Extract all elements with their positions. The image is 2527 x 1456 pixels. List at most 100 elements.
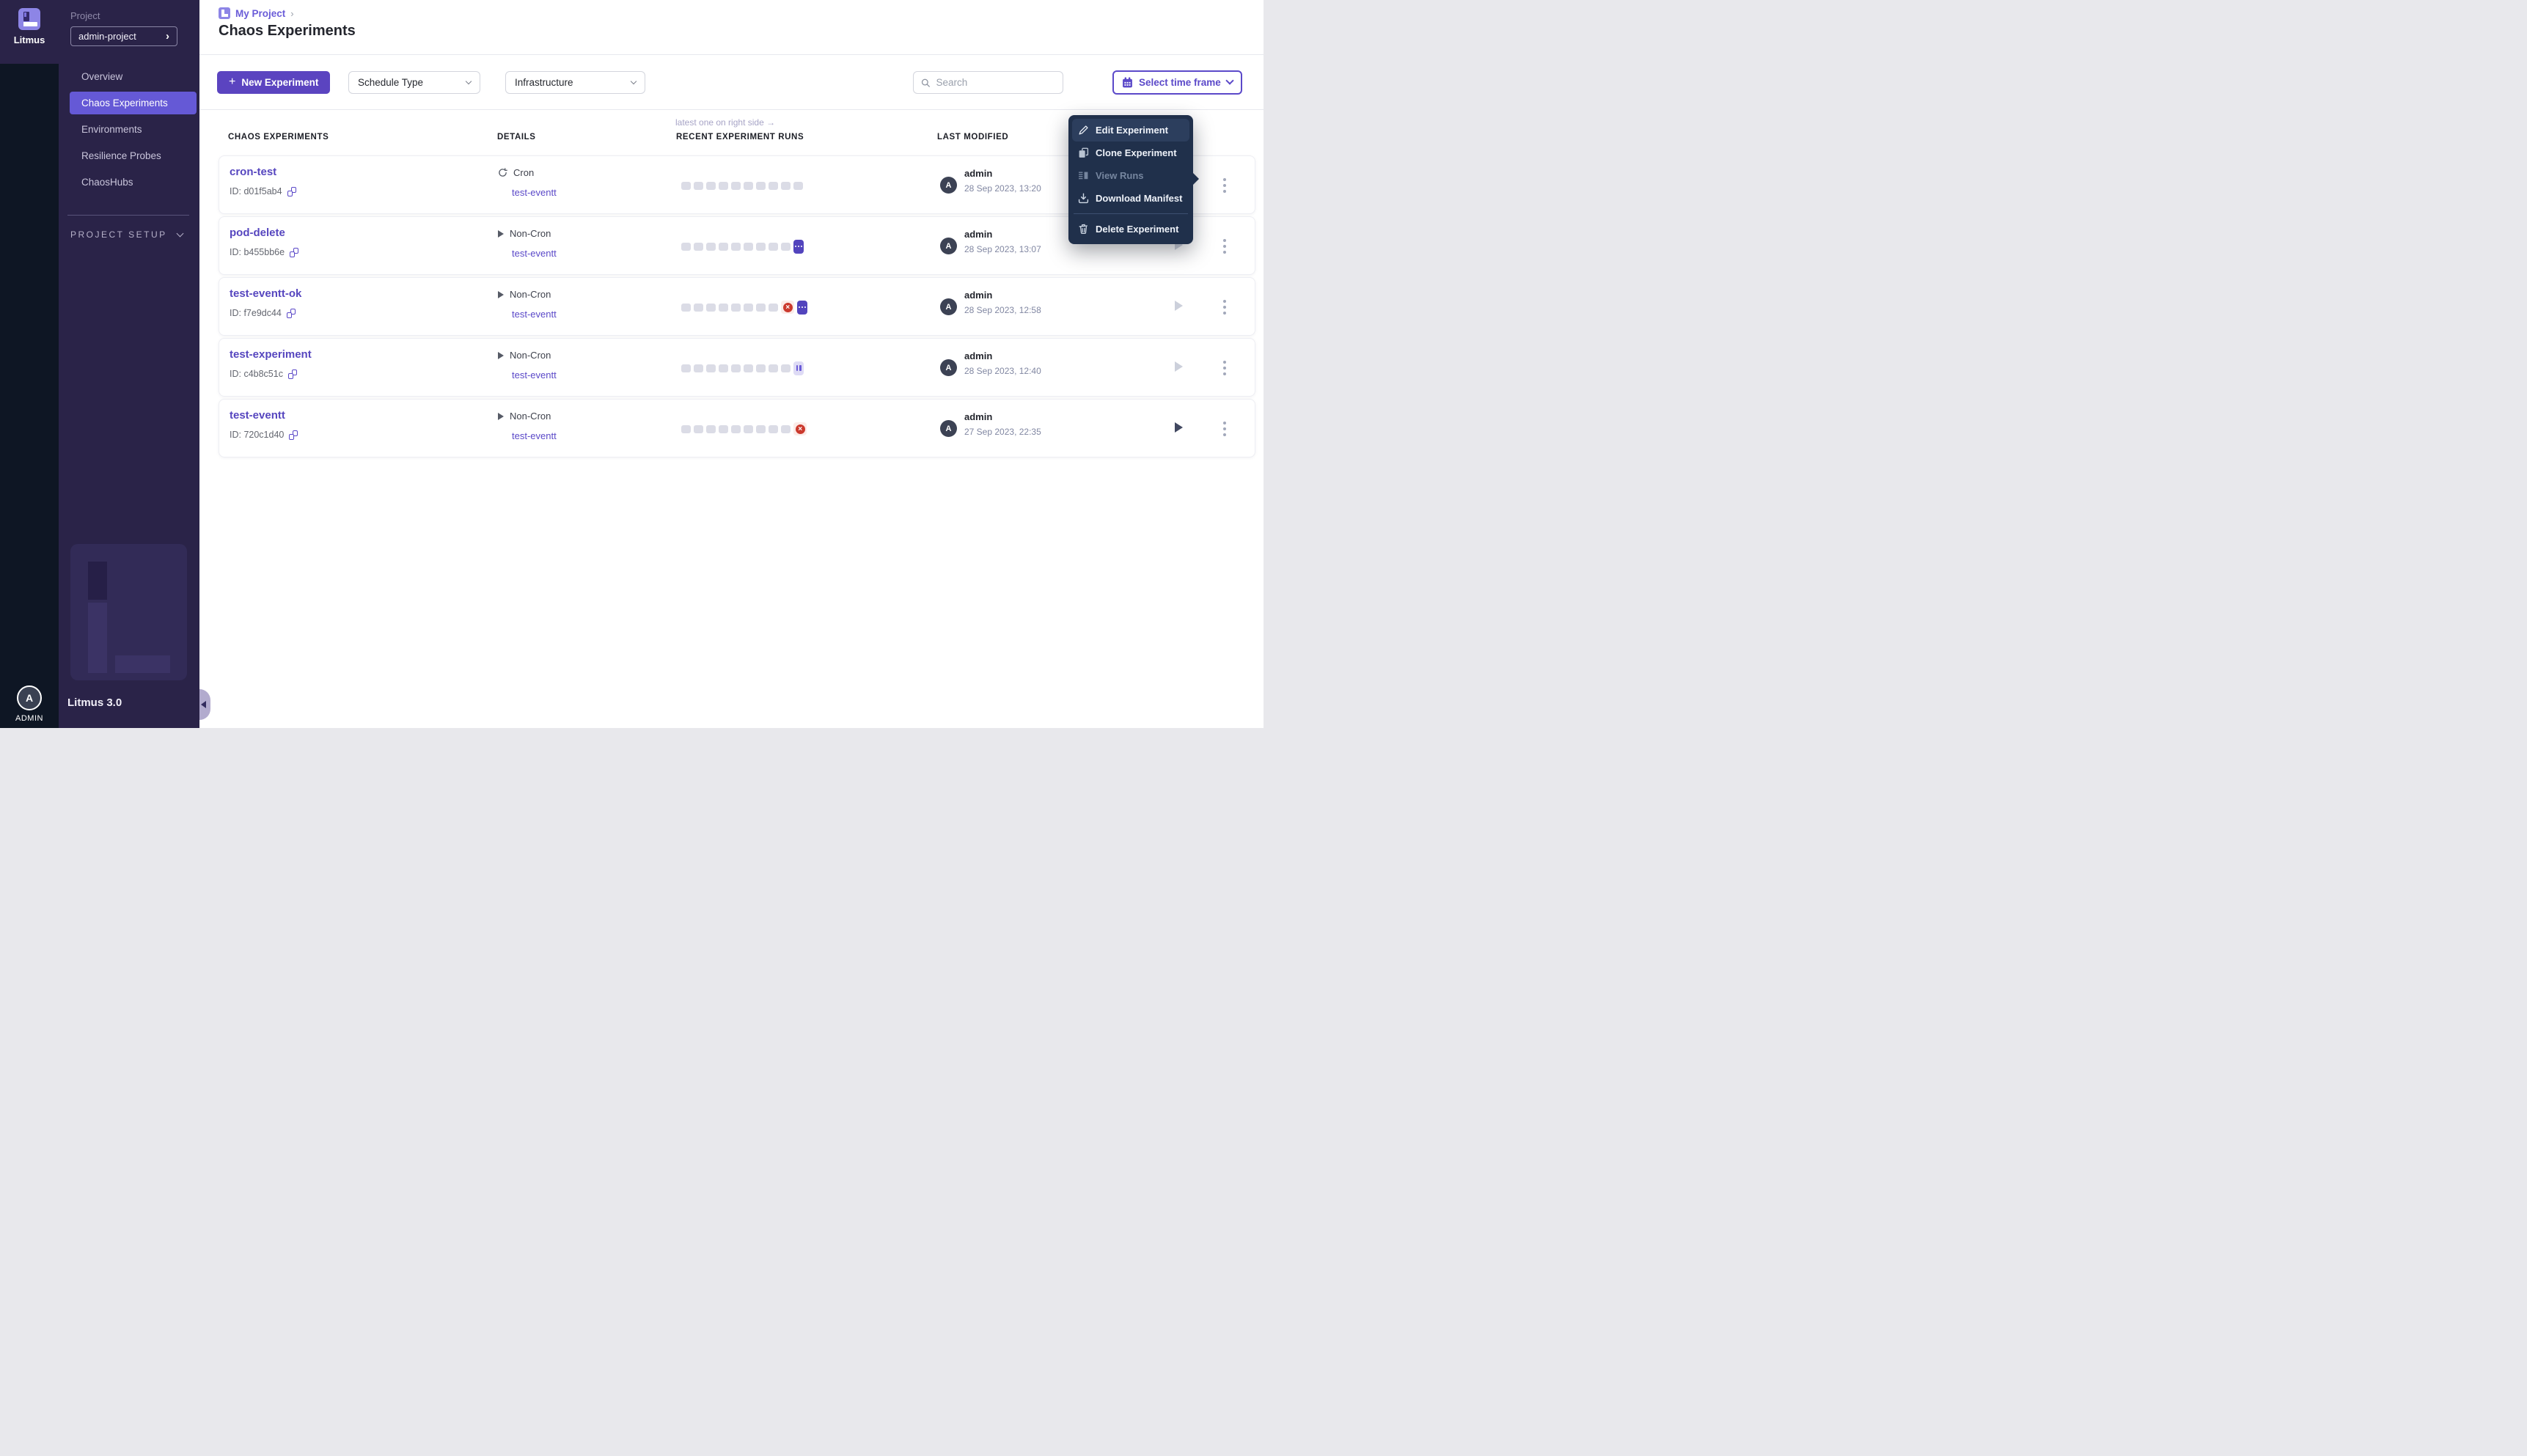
infrastructure-link[interactable]: test-eventt — [512, 187, 557, 198]
run-pill-empty[interactable] — [744, 303, 753, 312]
run-pill-empty[interactable] — [744, 364, 753, 372]
menu-item-clone-experiment[interactable]: Clone Experiment — [1072, 141, 1189, 164]
project-selector[interactable]: admin-project › — [70, 26, 177, 46]
run-pill-empty[interactable] — [719, 242, 728, 251]
run-pill-empty[interactable] — [731, 181, 741, 190]
run-pill-empty[interactable] — [756, 242, 766, 251]
run-pill-empty[interactable] — [681, 181, 691, 190]
run-pill-empty[interactable] — [706, 181, 716, 190]
sidebar-item-chaos-experiments[interactable]: Chaos Experiments — [70, 92, 197, 114]
infrastructure-link[interactable]: test-eventt — [512, 248, 557, 259]
run-pill-empty[interactable] — [781, 242, 791, 251]
run-pill-empty[interactable] — [781, 181, 791, 190]
row-menu-button[interactable] — [1221, 176, 1228, 195]
experiment-name-link[interactable]: test-eventt-ok — [230, 287, 302, 300]
run-pill-empty[interactable] — [731, 424, 741, 433]
run-pill-empty[interactable] — [694, 364, 703, 372]
menu-item-view-runs[interactable]: View Runs — [1072, 164, 1189, 187]
non-cron-icon — [498, 229, 504, 238]
run-pill-empty[interactable] — [681, 303, 691, 312]
infrastructure-select[interactable]: Infrastructure — [505, 71, 645, 94]
row-menu-button[interactable] — [1221, 298, 1228, 317]
run-pill-empty[interactable] — [769, 181, 778, 190]
run-pill-empty[interactable] — [731, 303, 741, 312]
search-box[interactable] — [913, 71, 1063, 94]
run-experiment-button[interactable] — [1175, 301, 1183, 311]
menu-item-edit-experiment[interactable]: Edit Experiment — [1072, 119, 1189, 141]
infrastructure-link[interactable]: test-eventt — [512, 309, 557, 320]
row-menu-button[interactable] — [1221, 237, 1228, 256]
breadcrumb-my-project[interactable]: My Project — [235, 7, 286, 19]
infrastructure-link[interactable]: test-eventt — [512, 369, 557, 380]
run-pill-empty[interactable] — [744, 242, 753, 251]
run-pill-empty[interactable] — [681, 364, 691, 372]
run-pill-failed[interactable]: × — [781, 301, 794, 314]
sidebar-item-resilience-probes[interactable]: Resilience Probes — [81, 150, 161, 161]
run-pill-failed[interactable]: × — [793, 422, 807, 435]
copy-icon[interactable] — [290, 247, 299, 257]
run-pill-empty[interactable] — [719, 181, 728, 190]
run-pill-empty[interactable] — [719, 303, 728, 312]
sidebar-item-overview[interactable]: Overview — [81, 71, 123, 82]
run-pill-empty[interactable] — [694, 303, 703, 312]
schedule-type-select[interactable]: Schedule Type — [348, 71, 480, 94]
run-experiment-button[interactable] — [1175, 361, 1183, 372]
menu-item-delete-experiment[interactable]: Delete Experiment — [1072, 218, 1189, 240]
run-pill-empty[interactable] — [706, 242, 716, 251]
brand-block[interactable]: Litmus — [0, 0, 59, 64]
run-pill-empty[interactable] — [681, 242, 691, 251]
run-pill-empty[interactable] — [769, 364, 778, 372]
run-pill-empty[interactable] — [756, 303, 766, 312]
infrastructure-link[interactable]: test-eventt — [512, 430, 557, 441]
run-pill-empty[interactable] — [681, 424, 691, 433]
run-pill-empty[interactable] — [694, 181, 703, 190]
run-pill-empty[interactable] — [744, 424, 753, 433]
run-pill-empty[interactable] — [694, 424, 703, 433]
experiment-name-link[interactable]: pod-delete — [230, 227, 285, 239]
run-pill-empty[interactable] — [694, 242, 703, 251]
run-pill-empty[interactable] — [781, 424, 791, 433]
trash-icon — [1079, 224, 1088, 235]
copy-icon[interactable] — [289, 430, 298, 440]
run-experiment-button[interactable] — [1175, 240, 1183, 250]
run-experiment-button[interactable] — [1175, 422, 1183, 433]
run-pill-empty[interactable] — [769, 303, 778, 312]
sidebar-collapse-handle[interactable] — [199, 689, 210, 720]
sidebar-item-chaoshubs[interactable]: ChaosHubs — [81, 177, 133, 188]
run-pill-empty[interactable] — [781, 364, 791, 372]
sidebar-item-environments[interactable]: Environments — [81, 124, 142, 135]
row-menu-button[interactable] — [1221, 359, 1228, 378]
run-pill-empty[interactable] — [756, 364, 766, 372]
user-avatar[interactable]: A — [17, 685, 42, 710]
copy-icon[interactable] — [287, 186, 296, 196]
run-pill-empty[interactable] — [756, 181, 766, 190]
experiment-name-link[interactable]: test-experiment — [230, 348, 312, 361]
rail-user-block[interactable]: A ADMIN — [0, 685, 59, 723]
run-pill-empty[interactable] — [706, 364, 716, 372]
run-pill-running[interactable] — [797, 300, 807, 315]
run-pill-empty[interactable] — [756, 424, 766, 433]
run-pill-empty[interactable] — [731, 242, 741, 251]
run-pill-empty[interactable] — [769, 424, 778, 433]
schedule-type-icon — [498, 168, 507, 177]
run-pill-empty[interactable] — [719, 364, 728, 372]
run-pill-empty[interactable] — [719, 424, 728, 433]
run-pill-empty[interactable] — [731, 364, 741, 372]
copy-icon[interactable] — [286, 308, 296, 318]
new-experiment-button[interactable]: + New Experiment — [217, 71, 331, 94]
menu-item-download-manifest[interactable]: Download Manifest — [1072, 187, 1189, 210]
run-pill-paused[interactable] — [793, 361, 804, 375]
run-pill-empty[interactable] — [769, 242, 778, 251]
run-pill-empty[interactable] — [706, 424, 716, 433]
experiment-name-link[interactable]: cron-test — [230, 166, 277, 178]
select-time-frame-button[interactable]: Select time frame — [1112, 70, 1242, 95]
experiment-name-link[interactable]: test-eventt — [230, 409, 285, 422]
run-pill-running[interactable] — [793, 239, 804, 254]
row-menu-button[interactable] — [1221, 419, 1228, 438]
run-pill-empty[interactable] — [744, 181, 753, 190]
run-pill-empty[interactable] — [793, 181, 803, 190]
search-input[interactable] — [936, 77, 1055, 88]
project-setup-toggle[interactable]: PROJECT SETUP — [70, 229, 184, 240]
run-pill-empty[interactable] — [706, 303, 716, 312]
copy-icon[interactable] — [287, 369, 297, 379]
